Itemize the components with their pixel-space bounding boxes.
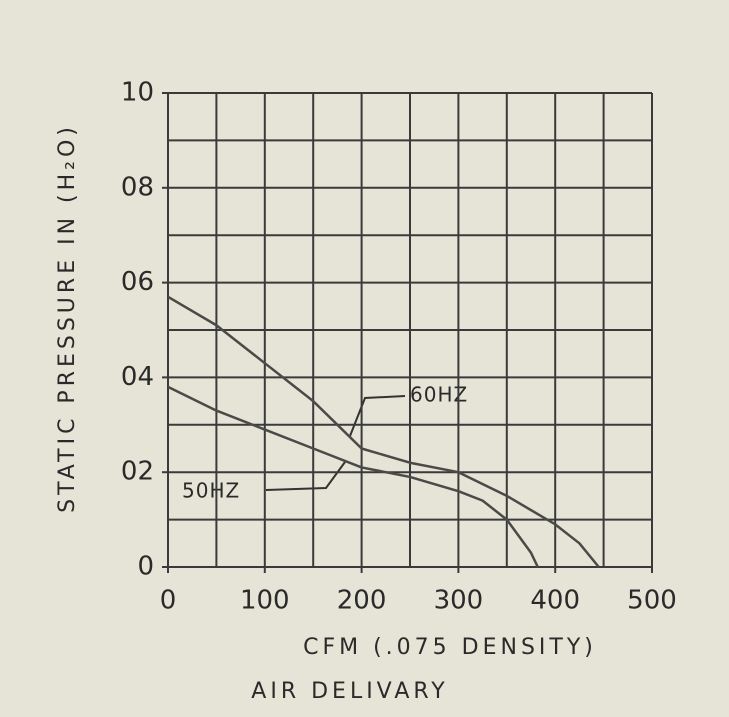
- series-line: [167, 385, 539, 568]
- y-tick-label: 10: [121, 78, 154, 108]
- x-tick-label: 200: [337, 586, 387, 616]
- leader-line: [265, 461, 346, 491]
- x-tick-label: 100: [240, 586, 290, 616]
- y-tick-label: 04: [121, 362, 154, 392]
- x-tick-label: 400: [530, 586, 580, 616]
- subtitle: AIR DELIVARY: [251, 679, 448, 704]
- x-tick-label: 0: [160, 586, 177, 616]
- y-tick-label: 02: [121, 457, 154, 487]
- series-line: [167, 295, 600, 568]
- series-label: 50HZ: [182, 479, 240, 503]
- y-axis-title: STATIC PRESSURE IN (H₂O): [55, 123, 80, 513]
- x-tick-label: 500: [627, 586, 677, 616]
- x-axis-title: CFM (.075 DENSITY): [303, 635, 597, 660]
- y-tick-label: 06: [121, 267, 154, 297]
- y-tick-label: 08: [121, 172, 154, 202]
- y-tick-label: 0: [137, 552, 154, 582]
- series-label: 60HZ: [410, 383, 468, 407]
- x-tick-label: 300: [434, 586, 484, 616]
- leader-line: [349, 395, 406, 437]
